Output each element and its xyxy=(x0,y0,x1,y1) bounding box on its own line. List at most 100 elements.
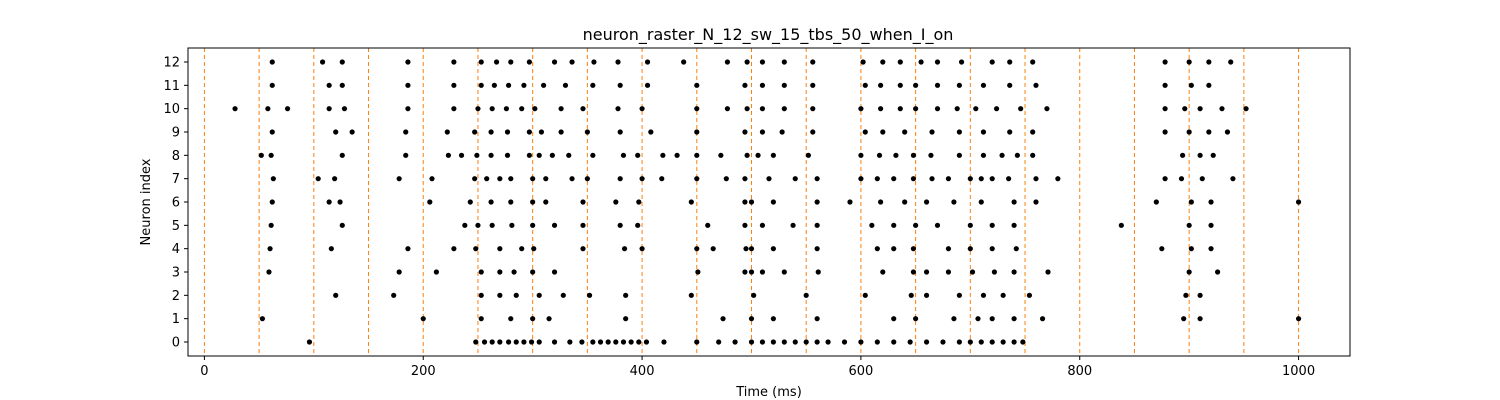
spike-point xyxy=(531,246,537,252)
spike-point xyxy=(1215,269,1221,275)
spike-point xyxy=(444,129,450,135)
spike-point xyxy=(433,269,439,275)
spike-point xyxy=(910,152,917,158)
spike-point xyxy=(580,222,586,228)
y-tick-label: 7 xyxy=(172,172,180,187)
spike-point xyxy=(639,106,645,112)
spike-point xyxy=(1162,59,1168,65)
y-tick-label: 11 xyxy=(163,79,180,94)
spike-point xyxy=(958,59,965,65)
spike-point xyxy=(989,222,995,228)
spike-point xyxy=(569,59,575,65)
spike-point xyxy=(694,176,700,182)
spike-point xyxy=(880,59,886,65)
spike-point xyxy=(695,269,701,275)
spike-point xyxy=(1243,106,1249,112)
spike-point xyxy=(770,316,776,322)
spike-point xyxy=(1210,152,1216,158)
spike-point xyxy=(508,59,514,65)
spike-point xyxy=(551,59,558,65)
spike-point xyxy=(928,152,934,158)
spike-point xyxy=(743,246,749,252)
spike-point xyxy=(869,222,875,228)
spike-point xyxy=(284,106,291,112)
spike-point xyxy=(1000,292,1006,298)
x-tick-label: 200 xyxy=(411,364,436,379)
y-tick-label: 4 xyxy=(172,242,180,257)
spike-point xyxy=(405,106,411,112)
spike-point xyxy=(451,106,457,112)
spike-point xyxy=(420,316,426,322)
spike-point xyxy=(615,59,621,65)
spike-point xyxy=(876,152,883,158)
spike-point xyxy=(781,106,787,112)
spike-point xyxy=(956,82,962,88)
spike-point xyxy=(891,176,897,182)
y-tick-label: 10 xyxy=(163,102,180,117)
spike-point xyxy=(694,152,700,158)
spike-point xyxy=(973,106,979,112)
spike-point xyxy=(792,339,798,345)
spike-point xyxy=(759,129,766,135)
spike-point xyxy=(688,292,694,298)
spike-point xyxy=(504,152,511,158)
spike-point xyxy=(546,316,552,322)
spike-point xyxy=(674,152,680,158)
spike-point xyxy=(635,152,641,158)
spike-point xyxy=(847,199,853,205)
chart-title: neuron_raster_N_12_sw_15_tbs_50_when_I_o… xyxy=(583,25,954,45)
spike-point xyxy=(628,339,634,345)
y-tick-label: 0 xyxy=(172,336,180,351)
spike-point xyxy=(718,152,724,158)
spike-point xyxy=(744,59,750,65)
spike-point xyxy=(732,339,738,345)
spike-point xyxy=(1179,152,1186,158)
spike-point xyxy=(705,222,711,228)
spike-point xyxy=(810,59,816,65)
spike-point xyxy=(694,339,700,345)
spike-point xyxy=(478,316,484,322)
x-tick-label: 400 xyxy=(630,364,655,379)
spike-point xyxy=(980,292,987,298)
spike-point xyxy=(862,129,868,135)
spike-point xyxy=(497,246,503,252)
spike-point xyxy=(1188,82,1194,88)
spike-point xyxy=(509,222,515,228)
spike-point xyxy=(270,176,276,182)
spike-point xyxy=(503,106,510,112)
spike-point xyxy=(751,292,757,298)
spike-point xyxy=(742,176,748,182)
spike-point xyxy=(814,199,820,205)
spike-point xyxy=(427,199,433,205)
spike-point xyxy=(910,176,917,182)
spike-point xyxy=(918,59,924,65)
spike-point xyxy=(530,199,536,205)
spike-point xyxy=(639,246,645,252)
spike-point xyxy=(1197,316,1203,322)
spike-point xyxy=(724,59,731,65)
spike-point xyxy=(232,106,238,112)
spike-point xyxy=(513,339,519,345)
spike-point xyxy=(1044,106,1050,112)
spike-point xyxy=(991,269,997,275)
spike-point xyxy=(1045,269,1051,275)
y-tick-label: 1 xyxy=(172,312,180,327)
spike-point xyxy=(862,292,868,298)
spike-point xyxy=(1011,339,1017,345)
spike-point xyxy=(586,292,593,298)
spike-point xyxy=(620,339,627,345)
spike-point xyxy=(620,152,627,158)
spike-point xyxy=(742,129,748,135)
spike-point xyxy=(874,176,880,182)
spike-point xyxy=(993,106,1000,112)
spike-point xyxy=(770,339,776,345)
y-tick-label: 9 xyxy=(172,126,180,141)
spike-point xyxy=(560,292,566,298)
x-tick-label: 600 xyxy=(848,364,873,379)
spike-point xyxy=(980,129,987,135)
spike-point xyxy=(923,339,930,345)
spike-point xyxy=(1118,222,1124,228)
spike-point xyxy=(605,339,611,345)
spike-point xyxy=(779,129,785,135)
spike-point xyxy=(481,339,488,345)
